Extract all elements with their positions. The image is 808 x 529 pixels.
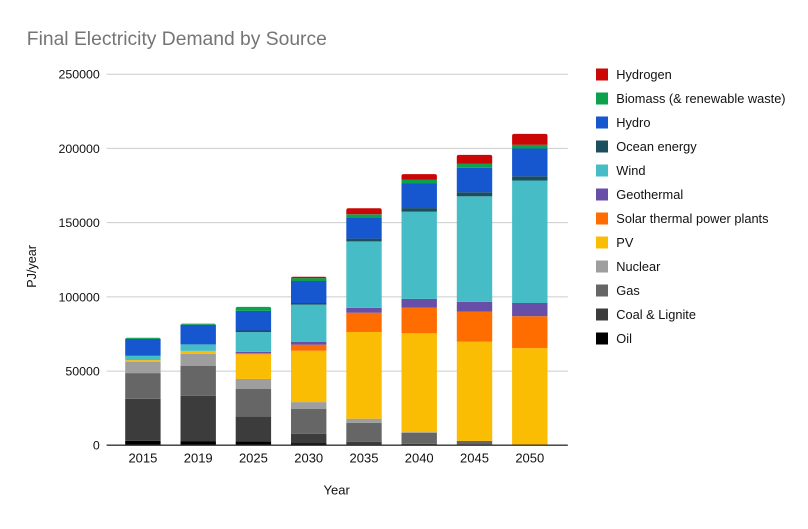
- svg-text:250000: 250000: [58, 68, 99, 82]
- svg-text:2035: 2035: [350, 451, 379, 466]
- svg-text:PV: PV: [616, 235, 634, 250]
- svg-text:2040: 2040: [405, 451, 434, 466]
- svg-text:Final Electricity Demand by So: Final Electricity Demand by Source: [27, 29, 327, 50]
- svg-text:Ocean energy: Ocean energy: [616, 139, 697, 154]
- svg-text:0: 0: [93, 439, 100, 453]
- svg-text:50000: 50000: [65, 365, 100, 379]
- svg-text:Hydro: Hydro: [616, 115, 650, 130]
- svg-text:Solar thermal power plants: Solar thermal power plants: [616, 211, 768, 226]
- svg-text:Geothermal: Geothermal: [616, 187, 683, 202]
- svg-text:Hydrogen: Hydrogen: [616, 67, 672, 82]
- svg-text:Wind: Wind: [616, 163, 645, 178]
- svg-text:2019: 2019: [184, 451, 213, 466]
- svg-text:Oil: Oil: [616, 331, 632, 346]
- svg-text:2030: 2030: [294, 451, 323, 466]
- svg-text:Biomass (& renewable waste): Biomass (& renewable waste): [616, 91, 785, 106]
- svg-text:Nuclear: Nuclear: [616, 259, 661, 274]
- svg-text:2045: 2045: [460, 451, 489, 466]
- svg-text:2015: 2015: [128, 451, 157, 466]
- svg-text:150000: 150000: [58, 216, 99, 230]
- svg-text:Coal & Lignite: Coal & Lignite: [616, 307, 696, 322]
- svg-text:2025: 2025: [239, 451, 268, 466]
- svg-text:200000: 200000: [58, 142, 99, 156]
- svg-text:Gas: Gas: [616, 283, 639, 298]
- svg-text:PJ/year: PJ/year: [25, 245, 39, 288]
- svg-text:2050: 2050: [515, 451, 544, 466]
- svg-text:Year: Year: [324, 483, 351, 498]
- svg-text:100000: 100000: [58, 290, 99, 304]
